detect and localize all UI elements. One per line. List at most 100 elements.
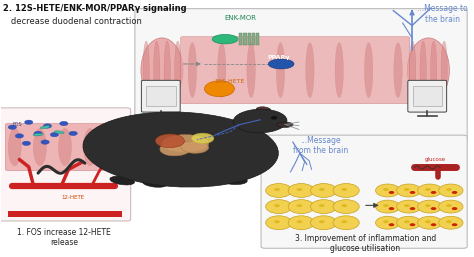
Circle shape bbox=[425, 220, 431, 223]
Circle shape bbox=[22, 141, 31, 145]
Circle shape bbox=[271, 116, 277, 120]
Circle shape bbox=[69, 131, 77, 136]
Ellipse shape bbox=[335, 43, 344, 98]
Circle shape bbox=[410, 207, 415, 210]
Text: ENK-MOR: ENK-MOR bbox=[224, 15, 256, 21]
Circle shape bbox=[333, 200, 359, 214]
Circle shape bbox=[389, 223, 394, 226]
Circle shape bbox=[397, 200, 421, 213]
Circle shape bbox=[266, 183, 292, 197]
Ellipse shape bbox=[33, 133, 43, 136]
Ellipse shape bbox=[143, 41, 149, 99]
Ellipse shape bbox=[54, 131, 64, 134]
Ellipse shape bbox=[141, 38, 183, 102]
Circle shape bbox=[288, 183, 314, 197]
Circle shape bbox=[266, 216, 292, 230]
Ellipse shape bbox=[276, 43, 285, 98]
Ellipse shape bbox=[83, 112, 278, 187]
Text: ...Message to
the brain: ...Message to the brain bbox=[417, 4, 468, 24]
Circle shape bbox=[425, 188, 431, 191]
FancyBboxPatch shape bbox=[408, 80, 447, 112]
Circle shape bbox=[310, 200, 337, 214]
Bar bbox=[239, 33, 242, 45]
Text: glucose: glucose bbox=[425, 157, 446, 162]
Circle shape bbox=[25, 120, 33, 124]
Circle shape bbox=[389, 207, 394, 210]
Text: ...Message
from the brain: ...Message from the brain bbox=[293, 136, 348, 155]
Circle shape bbox=[310, 216, 337, 230]
FancyBboxPatch shape bbox=[5, 124, 125, 171]
Bar bbox=[8, 211, 122, 217]
Circle shape bbox=[8, 125, 17, 130]
Circle shape bbox=[341, 188, 347, 191]
Circle shape bbox=[34, 131, 42, 136]
Circle shape bbox=[274, 204, 280, 207]
Text: 12-HETE: 12-HETE bbox=[62, 195, 85, 200]
Circle shape bbox=[452, 191, 457, 194]
Circle shape bbox=[446, 204, 452, 207]
Circle shape bbox=[310, 183, 337, 197]
Circle shape bbox=[319, 204, 325, 207]
Circle shape bbox=[375, 184, 400, 197]
Circle shape bbox=[397, 216, 421, 229]
Ellipse shape bbox=[212, 34, 238, 44]
Circle shape bbox=[297, 204, 302, 207]
Ellipse shape bbox=[221, 177, 247, 185]
FancyBboxPatch shape bbox=[261, 135, 467, 248]
Circle shape bbox=[274, 188, 280, 191]
FancyBboxPatch shape bbox=[0, 108, 131, 221]
Circle shape bbox=[43, 124, 52, 128]
Circle shape bbox=[431, 207, 437, 210]
Circle shape bbox=[266, 200, 292, 214]
Circle shape bbox=[425, 204, 431, 207]
Circle shape bbox=[418, 184, 442, 197]
Ellipse shape bbox=[162, 135, 209, 152]
Circle shape bbox=[418, 216, 442, 229]
Text: decrease duodenal contraction: decrease duodenal contraction bbox=[3, 17, 142, 26]
Ellipse shape bbox=[268, 59, 294, 69]
Ellipse shape bbox=[164, 41, 170, 99]
Ellipse shape bbox=[191, 133, 214, 144]
Circle shape bbox=[288, 216, 314, 230]
Circle shape bbox=[452, 207, 457, 210]
Circle shape bbox=[383, 204, 389, 207]
Ellipse shape bbox=[40, 126, 50, 129]
Circle shape bbox=[297, 220, 302, 223]
Ellipse shape bbox=[394, 43, 402, 98]
Text: 12S-HETE: 12S-HETE bbox=[215, 79, 245, 84]
Circle shape bbox=[452, 223, 457, 226]
Ellipse shape bbox=[181, 141, 209, 153]
Bar bbox=[243, 33, 246, 45]
Circle shape bbox=[341, 204, 347, 207]
Bar bbox=[412, 86, 442, 106]
Circle shape bbox=[204, 81, 235, 97]
Circle shape bbox=[375, 200, 400, 213]
Ellipse shape bbox=[277, 122, 293, 127]
Ellipse shape bbox=[441, 41, 447, 99]
Circle shape bbox=[333, 183, 359, 197]
Ellipse shape bbox=[365, 43, 373, 98]
Circle shape bbox=[418, 200, 442, 213]
Circle shape bbox=[319, 220, 325, 223]
Circle shape bbox=[446, 188, 452, 191]
Circle shape bbox=[288, 200, 314, 214]
Circle shape bbox=[438, 216, 463, 229]
Ellipse shape bbox=[174, 41, 181, 99]
Ellipse shape bbox=[83, 128, 97, 166]
Ellipse shape bbox=[142, 179, 167, 187]
FancyBboxPatch shape bbox=[181, 37, 410, 104]
Circle shape bbox=[410, 191, 415, 194]
FancyBboxPatch shape bbox=[141, 80, 180, 112]
Circle shape bbox=[404, 220, 410, 223]
Circle shape bbox=[375, 216, 400, 229]
Text: 3. Improvement of inflammation and
glucose utilisation: 3. Improvement of inflammation and gluco… bbox=[295, 234, 436, 253]
Ellipse shape bbox=[58, 128, 72, 166]
Ellipse shape bbox=[407, 38, 449, 102]
Text: 1. FOS increase 12-HETE
release: 1. FOS increase 12-HETE release bbox=[17, 228, 110, 247]
Circle shape bbox=[389, 191, 394, 194]
Circle shape bbox=[60, 121, 68, 126]
Circle shape bbox=[15, 134, 24, 138]
Circle shape bbox=[410, 223, 415, 226]
Ellipse shape bbox=[154, 41, 160, 99]
Ellipse shape bbox=[306, 43, 314, 98]
